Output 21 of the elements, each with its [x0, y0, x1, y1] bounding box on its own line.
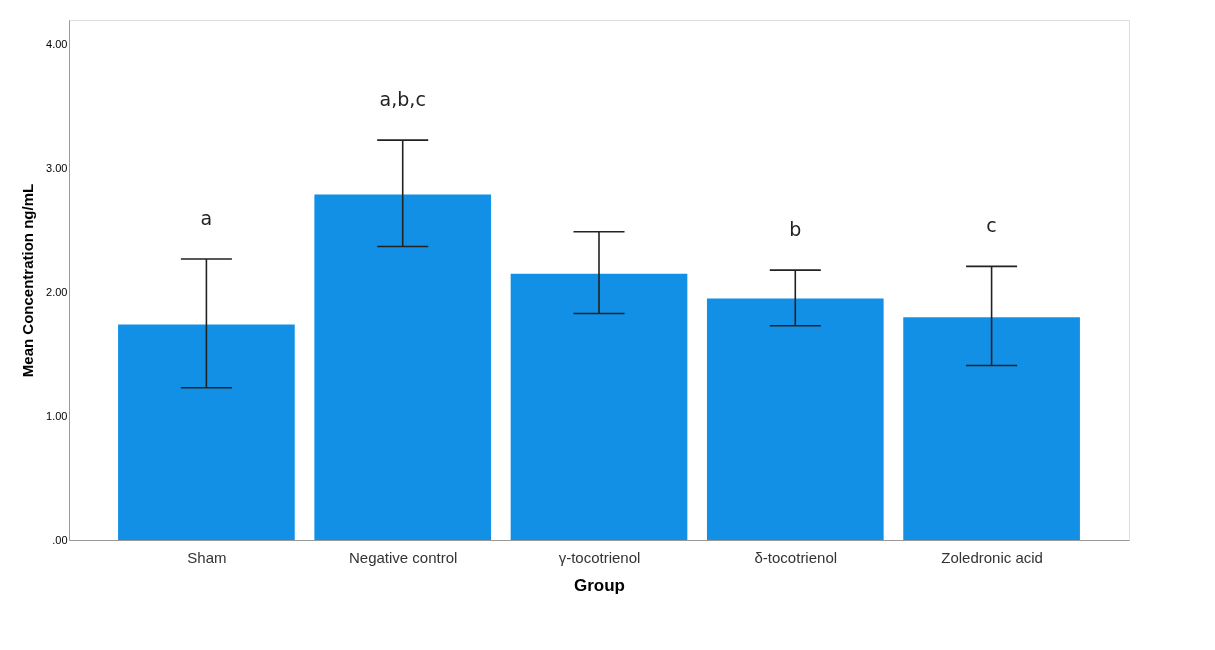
y-tick-label: 4.00: [46, 38, 68, 51]
annotation: b: [789, 218, 802, 241]
bar: [314, 194, 492, 540]
bar: [903, 317, 1080, 540]
annotation: a: [200, 206, 213, 229]
bar: [706, 298, 884, 540]
y-axis-title: Mean Concentration ng/mL: [19, 183, 37, 378]
x-tick-label: Zoledronic acid: [941, 548, 1043, 566]
y-tick-label: 2.00: [46, 285, 68, 298]
annotation: c: [986, 214, 997, 237]
x-tick-label: δ-tocotrienol: [754, 548, 838, 566]
x-tick-label: Sham: [187, 548, 227, 566]
bar: [118, 324, 295, 540]
x-tick-label: Negative control: [349, 548, 458, 566]
y-tick-label: 3.00: [46, 162, 68, 175]
annotation: a,b,c: [379, 88, 426, 111]
x-tick-label: γ-tocotrienol: [558, 548, 641, 566]
bar: [510, 273, 688, 540]
y-tick-label: 1.00: [46, 409, 68, 422]
y-tick-label: .00: [52, 533, 68, 546]
x-axis-title: Group: [574, 575, 625, 595]
